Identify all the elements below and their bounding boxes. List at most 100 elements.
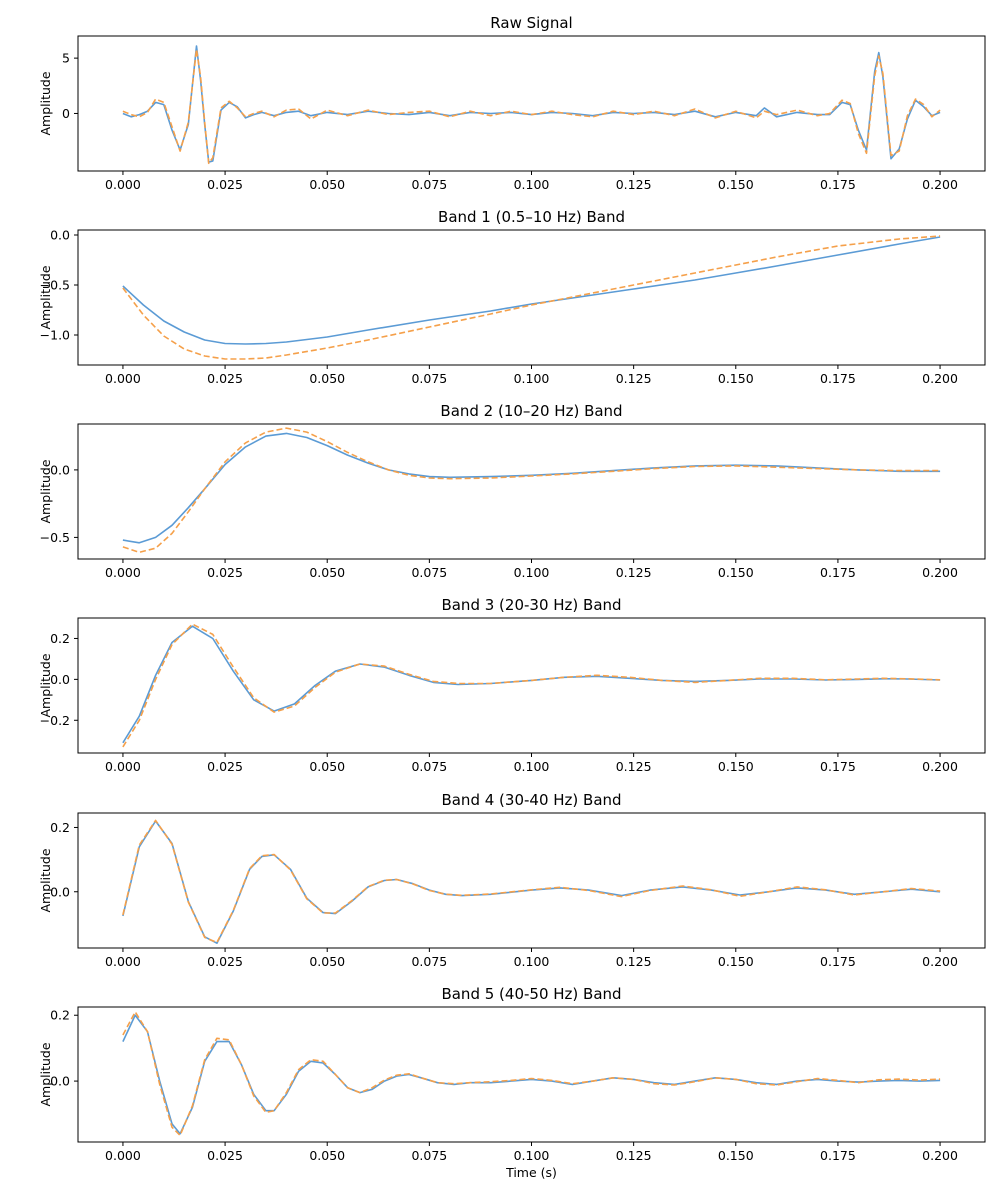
y-axis-label: Amplitude [38, 459, 53, 523]
y-tick-label: −0.5 [40, 530, 70, 545]
x-tick-label: 0.150 [718, 565, 754, 580]
x-tick-label: 0.150 [718, 371, 754, 386]
x-tick-label: 0.175 [820, 759, 856, 774]
x-tick-label: 0.025 [207, 954, 243, 969]
x-tick-label: 0.175 [820, 371, 856, 386]
y-tick-label: 0.0 [50, 884, 70, 899]
x-tick-label: 0.100 [514, 1148, 550, 1163]
x-tick-label: 0.175 [820, 954, 856, 969]
x-tick-label: 0.125 [616, 177, 652, 192]
x-tick-label: 0.175 [820, 177, 856, 192]
series-line-solid [122, 1014, 941, 1135]
x-axis-label: Time (s) [505, 1165, 557, 1180]
series-line-dashed [122, 235, 941, 360]
x-tick-label: 0.175 [820, 565, 856, 580]
x-tick-label: 0.050 [309, 565, 345, 580]
x-tick-label: 0.150 [718, 954, 754, 969]
x-tick-label: 0.050 [309, 1148, 345, 1163]
y-tick-label: 0.0 [50, 1074, 70, 1089]
x-tick-label: 0.025 [207, 371, 243, 386]
x-tick-label: 0.075 [411, 759, 447, 774]
x-tick-label: 0.075 [411, 565, 447, 580]
y-tick-label: 0 [62, 106, 70, 121]
x-tick-label: 0.025 [207, 565, 243, 580]
x-tick-label: 0.150 [718, 177, 754, 192]
x-tick-label: 0.125 [616, 954, 652, 969]
x-tick-label: 0.100 [514, 177, 550, 192]
subplot-title: Raw Signal [490, 14, 572, 32]
subplot-title: Band 5 (40-50 Hz) Band [441, 985, 621, 1003]
x-tick-label: 0.125 [616, 759, 652, 774]
plot-frame [77, 229, 986, 366]
subplot-title: Band 3 (20-30 Hz) Band [441, 596, 621, 614]
y-tick-label: 0.2 [50, 820, 70, 835]
plot-frame [77, 423, 986, 560]
x-tick-label: 0.200 [922, 954, 958, 969]
x-tick-label: 0.000 [105, 759, 141, 774]
x-tick-label: 0.125 [616, 565, 652, 580]
x-tick-label: 0.175 [820, 1148, 856, 1163]
y-axis-label: Amplitude [38, 653, 53, 717]
x-tick-label: 0.025 [207, 177, 243, 192]
x-tick-label: 0.075 [411, 954, 447, 969]
y-tick-label: 0.2 [50, 631, 70, 646]
x-tick-label: 0.075 [411, 371, 447, 386]
series-line-solid [122, 45, 941, 163]
series-line-solid [122, 820, 941, 945]
subplot-4: Band 3 (20-30 Hz) Band Amplitude 0.2 0.0 −0.… [38, 596, 986, 774]
subplot-2: Band 1 (0.5–10 Hz) Band Amplitude 0.0 −0.5 −… [38, 208, 986, 386]
series-line-dashed [122, 48, 941, 165]
y-tick-label: 0.2 [50, 1008, 70, 1023]
x-tick-label: 0.150 [718, 759, 754, 774]
x-tick-label: 0.000 [105, 371, 141, 386]
plot-frame [77, 617, 986, 754]
x-tick-label: 0.100 [514, 954, 550, 969]
series-line-solid [122, 432, 941, 544]
y-axis-label: Amplitude [38, 265, 53, 329]
x-tick-label: 0.200 [922, 177, 958, 192]
y-tick-label: 0.0 [50, 462, 70, 477]
y-tick-label: −1.0 [40, 328, 70, 343]
x-tick-label: 0.200 [922, 565, 958, 580]
subplot-title: Band 4 (30-40 Hz) Band [441, 791, 621, 809]
x-tick-label: 0.125 [616, 1148, 652, 1163]
plot-frame [77, 812, 986, 949]
y-tick-label: 0.0 [50, 228, 70, 243]
x-tick-label: 0.050 [309, 177, 345, 192]
x-tick-label: 0.200 [922, 371, 958, 386]
y-tick-label: −0.5 [40, 278, 70, 293]
x-tick-label: 0.025 [207, 1148, 243, 1163]
x-tick-label: 0.200 [922, 1148, 958, 1163]
subplot-title: Band 1 (0.5–10 Hz) Band [438, 208, 625, 226]
x-tick-label: 0.200 [922, 759, 958, 774]
y-axis-label: Amplitude [38, 848, 53, 912]
series-line-dashed [122, 623, 941, 748]
series-line-dashed [122, 1011, 941, 1137]
series-line-solid [122, 236, 941, 345]
x-tick-label: 0.050 [309, 759, 345, 774]
x-tick-label: 0.075 [411, 1148, 447, 1163]
subplot-6: Band 5 (40-50 Hz) Band Amplitude 0.2 0.0 0.0… [38, 985, 986, 1163]
x-tick-label: 0.000 [105, 565, 141, 580]
y-tick-label: −0.2 [40, 713, 70, 728]
x-tick-label: 0.025 [207, 759, 243, 774]
x-tick-label: 0.075 [411, 177, 447, 192]
subplot-5: Band 4 (30-40 Hz) Band Amplitude 0.2 0.0 0.0… [38, 791, 986, 969]
x-tick-label: 0.000 [105, 954, 141, 969]
y-tick-label: 5 [62, 51, 70, 66]
x-tick-label: 0.125 [616, 371, 652, 386]
x-tick-label: 0.050 [309, 954, 345, 969]
y-axis-label: Amplitude [38, 71, 53, 135]
x-tick-label: 0.100 [514, 565, 550, 580]
y-axis-label: Amplitude [38, 1042, 53, 1106]
x-tick-label: 0.000 [105, 177, 141, 192]
series-line-dashed [122, 819, 941, 944]
subplot-title: Band 2 (10–20 Hz) Band [440, 402, 622, 420]
series-line-dashed [122, 427, 941, 554]
plot-frame [77, 1006, 986, 1143]
x-tick-label: 0.050 [309, 371, 345, 386]
subplot-1: Raw Signal Amplitude 0 5 0.000 0.025 0.050 0.07… [38, 14, 986, 192]
x-tick-label: 0.150 [718, 1148, 754, 1163]
